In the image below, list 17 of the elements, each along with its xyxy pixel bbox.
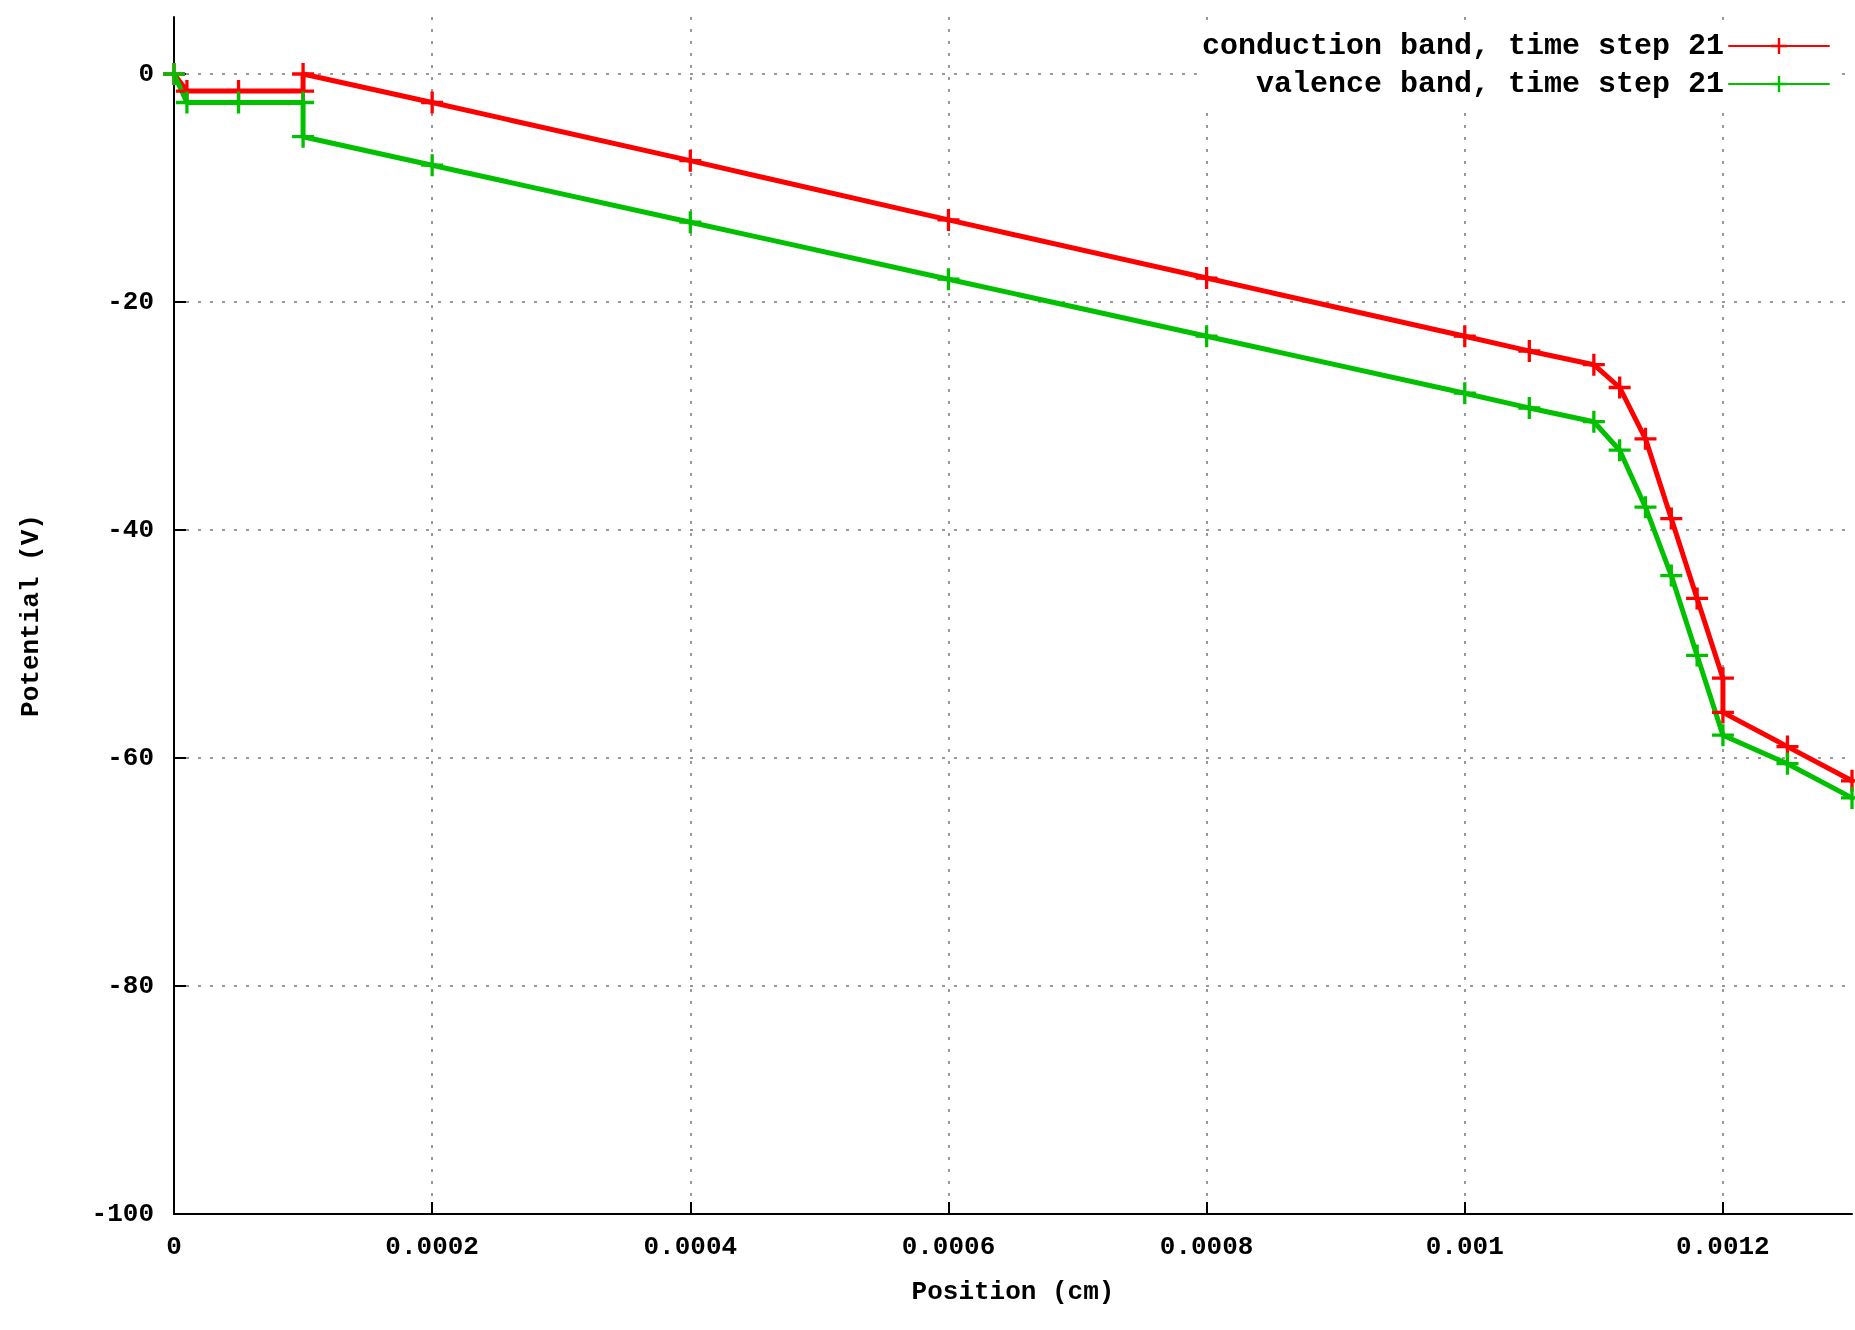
legend-label: conduction band, time step 21 bbox=[1201, 29, 1724, 63]
y-axis-title: Potential (V) bbox=[16, 514, 46, 717]
y-tick-label: -80 bbox=[107, 971, 154, 1001]
y-tick-label: -40 bbox=[107, 515, 154, 545]
x-axis-title: Position (cm) bbox=[911, 1277, 1115, 1307]
y-tick-label: -60 bbox=[107, 743, 154, 773]
x-tick-label: 0.0012 bbox=[1676, 1232, 1770, 1262]
legend-label: valence band, time step 21 bbox=[1255, 67, 1724, 101]
x-tick-label: 0.0002 bbox=[385, 1232, 479, 1262]
x-tick-label: 0.0008 bbox=[1159, 1232, 1254, 1262]
x-tick-label: 0.001 bbox=[1425, 1232, 1504, 1262]
x-tick-label: 0.0004 bbox=[643, 1232, 738, 1262]
y-tick-label: -100 bbox=[91, 1199, 154, 1229]
x-tick-label: 0 bbox=[166, 1232, 182, 1262]
y-tick-label: -20 bbox=[107, 287, 154, 317]
y-tick-label: 0 bbox=[138, 59, 154, 89]
x-tick-label: 0.0006 bbox=[901, 1232, 996, 1262]
